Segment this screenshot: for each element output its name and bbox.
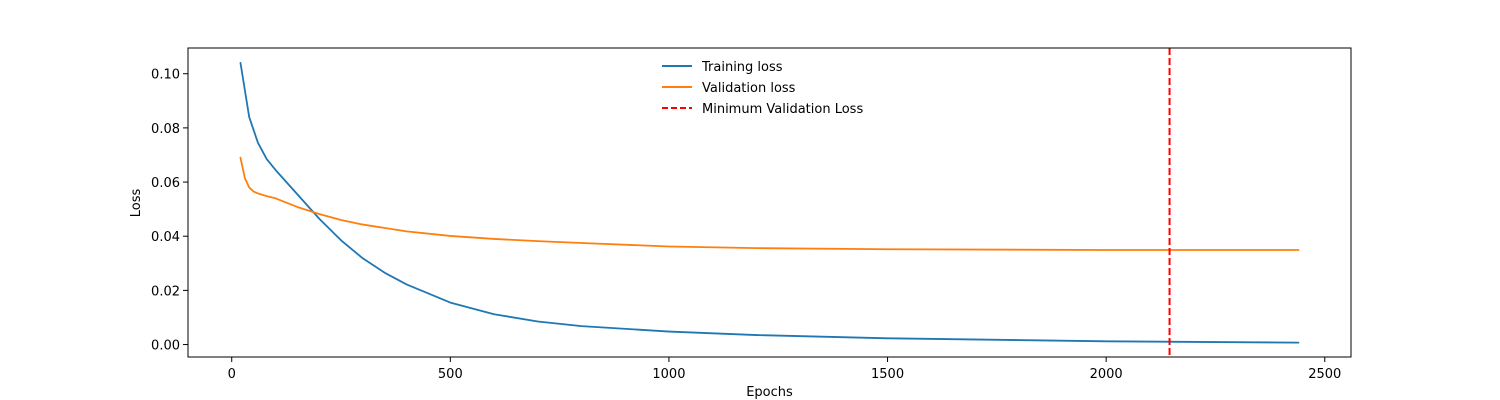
y-axis-ticks: 0.00 0.02 0.04 0.06 0.08 0.10 xyxy=(151,68,188,354)
y-axis-label: Loss xyxy=(129,189,144,218)
y-tick-label: 0.10 xyxy=(151,68,180,83)
validation-loss-line xyxy=(239,156,1300,251)
plot-layer xyxy=(239,48,1300,357)
y-tick-label: 0.04 xyxy=(151,230,180,245)
x-tick-label: 500 xyxy=(438,367,463,382)
y-tick-label: 0.08 xyxy=(151,122,180,137)
x-tick-label: 1500 xyxy=(871,367,904,382)
x-tick-label: 1000 xyxy=(652,367,685,382)
legend-label: Minimum Validation Loss xyxy=(702,102,863,117)
x-axis-ticks: 0 500 1000 1500 2000 2500 xyxy=(228,357,1341,382)
training-loss-line xyxy=(239,61,1300,344)
y-tick-label: 0.02 xyxy=(151,284,180,299)
x-axis-label: Epochs xyxy=(746,385,793,400)
x-tick-label: 2500 xyxy=(1308,367,1341,382)
legend-label: Validation loss xyxy=(702,81,796,96)
plot-frame xyxy=(187,47,1352,358)
legend: Training loss Validation loss Minimum Vali… xyxy=(662,60,863,117)
x-tick-label: 2000 xyxy=(1090,367,1123,382)
legend-label: Training loss xyxy=(701,60,783,75)
y-tick-label: 0.00 xyxy=(151,339,180,354)
y-tick-label: 0.06 xyxy=(151,176,180,191)
x-tick-label: 0 xyxy=(228,367,236,382)
